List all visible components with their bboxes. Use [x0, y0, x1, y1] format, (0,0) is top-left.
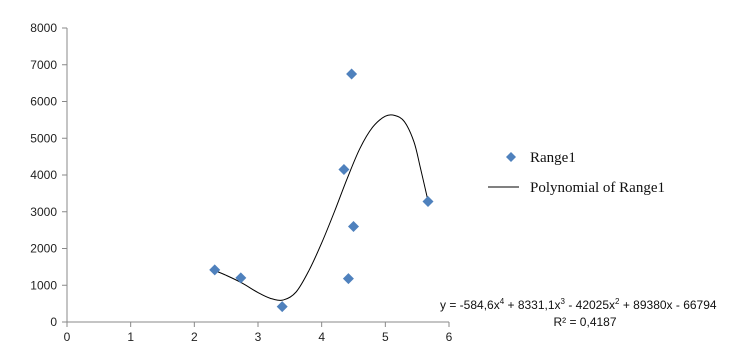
x-tick-label: 3 — [255, 330, 262, 344]
y-tick-label: 6000 — [30, 95, 57, 109]
y-tick-label: 5000 — [30, 131, 57, 145]
trend-equation: y = -584,6x4 + 8331,1x3 - 42025x2 + 8938… — [440, 297, 717, 312]
y-tick-label: 4000 — [30, 168, 57, 182]
data-point-diamond — [338, 163, 350, 175]
axes — [62, 27, 450, 327]
x-tick-label: 2 — [191, 330, 198, 344]
data-point-diamond — [235, 272, 247, 284]
x-tick-label: 1 — [127, 330, 134, 344]
data-point-diamond — [209, 264, 221, 276]
legend-marker-diamond — [506, 152, 516, 162]
r-squared-label: R² = 0,4187 — [553, 315, 616, 329]
legend: Range1 Polynomial of Range1 — [488, 150, 665, 196]
y-tick-label: 3000 — [30, 205, 57, 219]
legend-label-range1: Range1 — [530, 150, 576, 166]
y-tick-label: 2000 — [30, 242, 57, 256]
data-point-diamond — [342, 273, 354, 285]
tick-labels: 0 1000 2000 3000 4000 5000 6000 7000 8000 0 1 2 3 4 5 6 — [30, 21, 452, 344]
x-tick-label: 0 — [64, 330, 71, 344]
trendline — [214, 114, 429, 301]
y-tick-label: 7000 — [30, 58, 57, 72]
data-point-diamond — [276, 301, 288, 313]
x-tick-label: 5 — [382, 330, 389, 344]
data-point-diamond — [348, 220, 359, 232]
y-tick-label: 1000 — [30, 278, 57, 292]
legend-label-trend: Polynomial of Range1 — [530, 180, 665, 196]
x-tick-label: 4 — [318, 330, 325, 344]
x-tick-label: 6 — [446, 330, 453, 344]
data-points — [209, 68, 434, 313]
y-tick-label: 0 — [50, 315, 57, 329]
data-point-diamond — [346, 68, 358, 80]
y-tick-label: 8000 — [30, 21, 57, 35]
data-point-diamond — [422, 195, 434, 207]
